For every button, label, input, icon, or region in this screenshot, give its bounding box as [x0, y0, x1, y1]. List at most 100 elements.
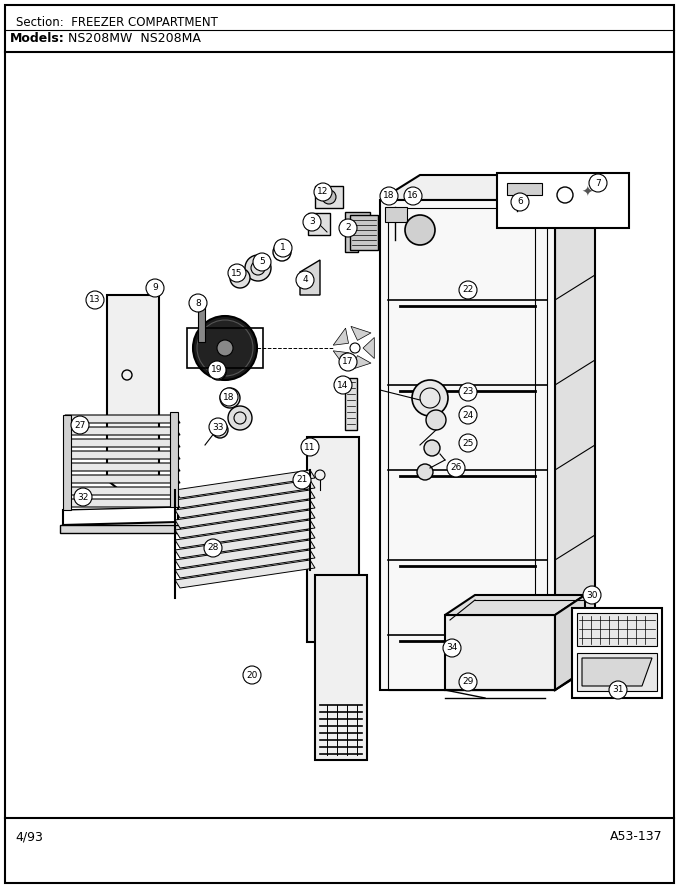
Circle shape: [459, 383, 477, 401]
Circle shape: [424, 440, 440, 456]
Polygon shape: [300, 260, 320, 295]
Circle shape: [459, 434, 477, 452]
Circle shape: [447, 459, 465, 477]
Polygon shape: [555, 595, 585, 690]
Text: 14: 14: [337, 381, 349, 390]
Circle shape: [146, 279, 164, 297]
Circle shape: [253, 253, 271, 271]
Polygon shape: [175, 500, 315, 528]
Circle shape: [189, 294, 207, 312]
Bar: [170, 412, 178, 507]
Polygon shape: [175, 470, 315, 498]
Circle shape: [380, 187, 398, 205]
Text: 7: 7: [595, 179, 601, 188]
Polygon shape: [351, 327, 371, 340]
Circle shape: [322, 190, 336, 204]
Bar: [572, 608, 662, 698]
Circle shape: [274, 239, 292, 257]
Text: 8: 8: [195, 298, 201, 308]
Circle shape: [193, 316, 257, 380]
Polygon shape: [175, 510, 315, 538]
Circle shape: [405, 215, 435, 245]
Circle shape: [314, 183, 332, 201]
Circle shape: [74, 488, 92, 506]
Polygon shape: [175, 550, 315, 578]
Bar: [577, 653, 657, 691]
Circle shape: [208, 361, 226, 379]
Polygon shape: [175, 540, 315, 568]
Polygon shape: [555, 175, 595, 690]
Text: 1: 1: [280, 244, 286, 253]
Polygon shape: [351, 356, 371, 369]
Polygon shape: [175, 490, 315, 518]
Text: 26: 26: [450, 464, 462, 473]
Circle shape: [86, 291, 104, 309]
Polygon shape: [175, 530, 315, 558]
Circle shape: [293, 471, 311, 489]
Circle shape: [339, 353, 357, 371]
Bar: [198, 302, 205, 342]
Circle shape: [417, 464, 433, 480]
Circle shape: [426, 410, 446, 430]
Text: 29: 29: [462, 677, 474, 686]
Text: 30: 30: [586, 590, 598, 600]
Polygon shape: [65, 451, 180, 459]
Text: 20: 20: [246, 670, 258, 679]
Text: 27: 27: [74, 420, 86, 430]
Text: 5: 5: [259, 257, 265, 266]
Text: 18: 18: [223, 392, 235, 401]
Text: ✦: ✦: [581, 186, 593, 200]
Text: 13: 13: [89, 295, 101, 304]
Polygon shape: [445, 595, 585, 615]
Text: S: S: [321, 194, 325, 200]
Circle shape: [217, 340, 233, 356]
Circle shape: [412, 380, 448, 416]
Bar: [315, 186, 343, 208]
Polygon shape: [65, 463, 180, 471]
Circle shape: [204, 539, 222, 557]
Polygon shape: [175, 560, 315, 588]
Circle shape: [404, 187, 422, 205]
Circle shape: [296, 271, 314, 289]
Circle shape: [511, 193, 529, 211]
Circle shape: [220, 388, 238, 406]
Bar: [307, 437, 359, 642]
Text: 19: 19: [211, 366, 223, 375]
Circle shape: [210, 364, 226, 380]
Polygon shape: [333, 328, 349, 345]
Circle shape: [350, 343, 360, 353]
Circle shape: [443, 639, 461, 657]
Text: 31: 31: [612, 685, 624, 694]
Text: 22: 22: [462, 286, 474, 295]
Circle shape: [71, 416, 89, 434]
Circle shape: [589, 174, 607, 192]
Text: 4: 4: [302, 276, 308, 285]
Bar: [380, 200, 555, 690]
Text: 11: 11: [304, 442, 316, 451]
Polygon shape: [65, 487, 180, 495]
Circle shape: [459, 673, 477, 691]
Polygon shape: [345, 212, 370, 252]
Circle shape: [243, 666, 261, 684]
Text: 18: 18: [384, 191, 395, 200]
Circle shape: [609, 681, 627, 699]
Bar: [350, 215, 378, 250]
Text: 12: 12: [318, 188, 328, 197]
Circle shape: [339, 219, 357, 237]
Circle shape: [245, 255, 271, 281]
Text: 4/93: 4/93: [15, 830, 43, 843]
Bar: [497, 173, 629, 228]
Polygon shape: [582, 658, 652, 686]
Text: 9: 9: [152, 284, 158, 293]
Text: 21: 21: [296, 475, 307, 484]
Circle shape: [228, 406, 252, 430]
Circle shape: [303, 213, 321, 231]
Text: 28: 28: [207, 544, 219, 553]
Text: 25: 25: [462, 439, 474, 448]
Circle shape: [459, 406, 477, 424]
Bar: [445, 615, 555, 690]
Polygon shape: [380, 175, 595, 200]
Circle shape: [220, 388, 240, 408]
Circle shape: [273, 243, 291, 261]
Bar: [187, 328, 263, 368]
